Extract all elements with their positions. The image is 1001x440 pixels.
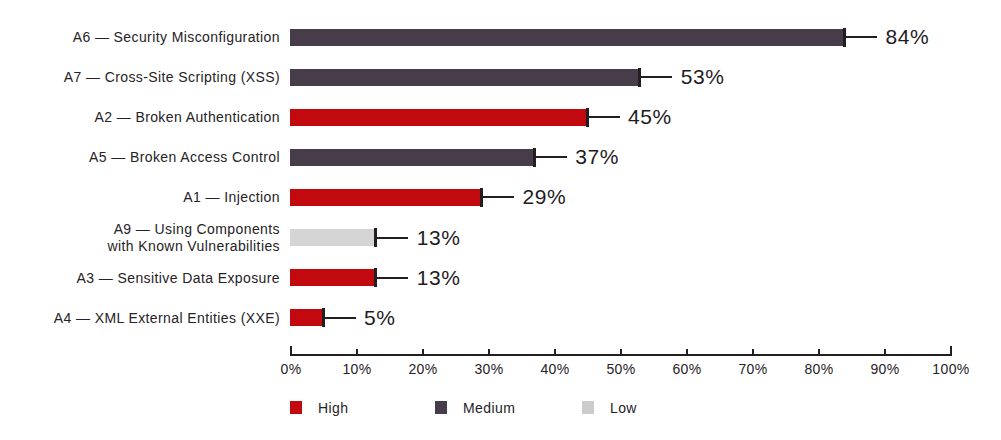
- value-label: 53%: [681, 57, 725, 97]
- legend-swatch-low: [582, 401, 594, 414]
- bar: [290, 149, 534, 166]
- legend-label-high: High: [318, 398, 348, 418]
- x-axis-tick-label: 70%: [721, 361, 785, 377]
- leader-line: [536, 156, 567, 158]
- value-label: 29%: [522, 177, 566, 217]
- x-axis-tick: [950, 346, 952, 356]
- leader-line: [377, 237, 408, 239]
- legend: High Medium Low: [0, 398, 1001, 418]
- bar: [290, 229, 376, 246]
- leader-line: [377, 277, 408, 279]
- x-axis-tick-label: 90%: [853, 361, 917, 377]
- bar: [290, 29, 844, 46]
- legend-label-low: Low: [610, 398, 637, 418]
- chart-row: A9 — Using Components with Known Vulnera…: [0, 218, 1001, 258]
- chart-row: A4 — XML External Entities (XXE) 5%: [0, 298, 1001, 338]
- x-axis-tick: [356, 349, 358, 356]
- x-axis-tick-label: 40%: [523, 361, 587, 377]
- category-label: A1 — Injection: [0, 177, 280, 217]
- x-axis-tick-label: 20%: [391, 361, 455, 377]
- leader-line: [325, 317, 356, 319]
- x-axis-tick-label: 100%: [919, 361, 983, 377]
- bar: [290, 109, 587, 126]
- chart-row: A6 — Security Misconfiguration 84%: [0, 17, 1001, 57]
- category-label: A2 — Broken Authentication: [0, 97, 280, 137]
- category-label: A5 — Broken Access Control: [0, 137, 280, 177]
- chart-row: A7 — Cross-Site Scripting (XSS) 53%: [0, 57, 1001, 97]
- x-axis-tick-label: 50%: [589, 361, 653, 377]
- bar-chart: A6 — Security Misconfiguration84%A7 — Cr…: [0, 0, 1001, 440]
- x-axis-tick-label: 60%: [655, 361, 719, 377]
- bar: [290, 189, 481, 206]
- value-label: 84%: [885, 17, 929, 57]
- value-label: 45%: [628, 97, 672, 137]
- bar: [290, 309, 323, 326]
- x-axis-tick-label: 0%: [259, 361, 323, 377]
- leader-line: [483, 196, 514, 198]
- legend-swatch-medium: [435, 401, 447, 414]
- category-label: A6 — Security Misconfiguration: [0, 17, 280, 57]
- category-label: A3 — Sensitive Data Exposure: [0, 258, 280, 298]
- legend-swatch-high: [290, 401, 302, 414]
- category-label: A9 — Using Components with Known Vulnera…: [0, 218, 280, 258]
- category-label: A7 — Cross-Site Scripting (XSS): [0, 57, 280, 97]
- x-axis-tick: [554, 349, 556, 356]
- chart-row: A5 — Broken Access Control 37%: [0, 137, 1001, 177]
- category-label: A4 — XML External Entities (XXE): [0, 298, 280, 338]
- leader-line: [846, 36, 877, 38]
- x-axis-tick-label: 30%: [457, 361, 521, 377]
- x-axis-tick: [686, 349, 688, 356]
- x-axis-tick-label: 10%: [325, 361, 389, 377]
- chart-row: A2 — Broken Authentication 45%: [0, 97, 1001, 137]
- x-axis-tick: [620, 349, 622, 356]
- value-label: 13%: [417, 258, 461, 298]
- chart-row: A3 — Sensitive Data Exposure 13%: [0, 258, 1001, 298]
- x-axis-tick-label: 80%: [787, 361, 851, 377]
- leader-line: [589, 116, 620, 118]
- bar: [290, 69, 640, 86]
- chart-row: A1 — Injection 29%: [0, 177, 1001, 217]
- x-axis-tick: [752, 349, 754, 356]
- x-axis: [290, 346, 952, 356]
- x-axis-tick: [818, 349, 820, 356]
- x-axis-tick: [488, 349, 490, 356]
- legend-label-medium: Medium: [463, 398, 515, 418]
- leader-line: [641, 76, 672, 78]
- value-label: 37%: [575, 137, 619, 177]
- value-label: 13%: [417, 218, 461, 258]
- x-axis-tick: [422, 349, 424, 356]
- bar: [290, 269, 376, 286]
- x-axis-tick: [290, 346, 292, 356]
- x-axis-tick: [884, 349, 886, 356]
- value-label: 5%: [364, 298, 396, 338]
